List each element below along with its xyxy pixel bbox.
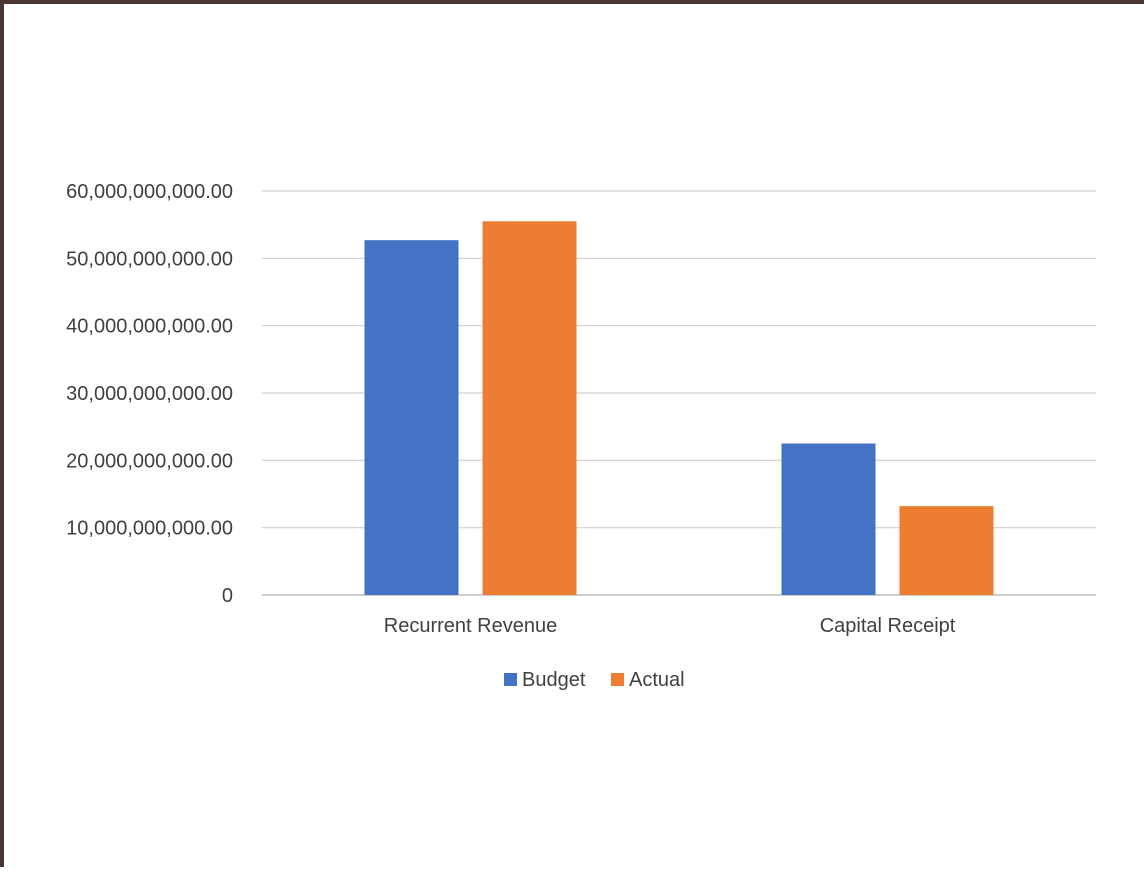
legend: Budget Actual — [504, 669, 685, 691]
bar-budget-capital-receipt — [781, 443, 876, 595]
bar-budget-recurrent-revenue — [364, 240, 459, 596]
x-category-label: Recurrent Revenue — [384, 615, 557, 637]
y-tick-label: 0 — [222, 585, 233, 607]
bar-chart: 0 10,000,000,000.00 20,000,000,000.00 30,00… — [66, 181, 1096, 691]
x-category-label: Capital Receipt — [820, 615, 956, 637]
legend-label-budget: Budget — [522, 669, 586, 691]
y-axis-tick-labels: 0 10,000,000,000.00 20,000,000,000.00 30,00… — [66, 181, 233, 607]
bar-actual-capital-receipt — [899, 506, 994, 595]
y-tick-label: 20,000,000,000.00 — [66, 450, 233, 472]
legend-swatch-budget — [504, 673, 517, 686]
bar-actual-recurrent-revenue — [482, 221, 577, 596]
y-tick-label: 40,000,000,000.00 — [66, 316, 233, 338]
bars — [364, 221, 994, 596]
legend-swatch-actual — [611, 673, 624, 686]
legend-label-actual: Actual — [629, 669, 685, 691]
y-tick-label: 30,000,000,000.00 — [66, 383, 233, 405]
y-tick-label: 50,000,000,000.00 — [66, 248, 233, 270]
x-axis-category-labels: Recurrent Revenue Capital Receipt — [384, 615, 956, 637]
y-tick-label: 10,000,000,000.00 — [66, 518, 233, 540]
y-tick-label: 60,000,000,000.00 — [66, 181, 233, 203]
